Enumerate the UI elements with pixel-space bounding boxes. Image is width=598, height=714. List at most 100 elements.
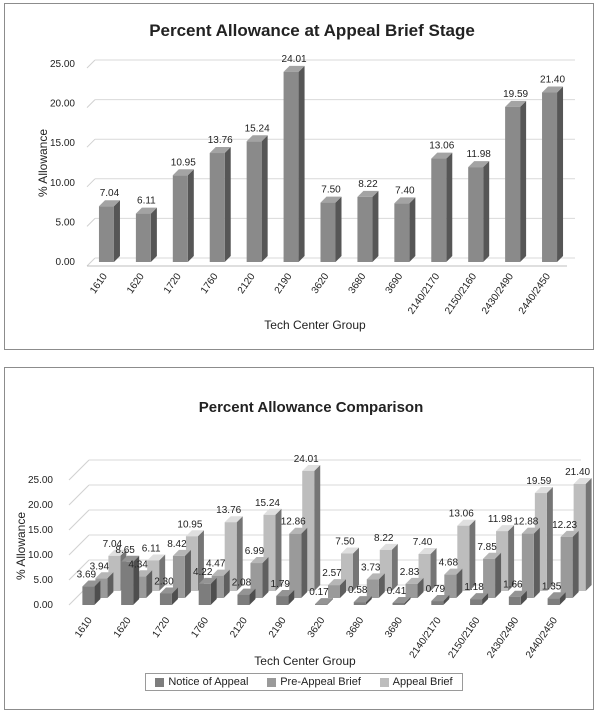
chart-1-bar-top [135,207,157,214]
chart-2-bar-1-side [107,572,114,598]
chart-2-bar-0-side [443,595,450,605]
chart-2-bar-0-front [315,604,327,605]
chart-2-bar-0-front [82,586,95,605]
chart-2-x-tick: 2140/2170 [408,615,444,660]
chart-2-bar-2-top [496,525,515,532]
chart-2-data-label: 8.22 [374,533,394,544]
chart-2-bar-2-top [341,547,359,554]
chart-2-bar-1-front [366,579,379,598]
chart-2-bar-1-top [483,552,502,559]
chart-1-data-label: 19.59 [503,89,528,100]
chart-1-data-label: 24.01 [282,54,307,65]
chart-1-x-tick: 1620 [125,271,147,296]
chart-1-x-label: Tech Center Group [264,318,366,332]
chart-1-y-label: % Allowance [36,129,50,197]
chart-2-y-tick: 15.00 [28,525,53,536]
chart-2-data-label: 3.73 [361,562,381,573]
chart-2-data-label: 19.59 [526,476,551,487]
chart-1-x-tick: 2190 [273,271,295,296]
chart-2-x-tick: 2430/2490 [485,615,521,660]
chart-1-bar-top [209,147,231,154]
chart-2-data-label: 1.18 [464,582,484,593]
chart-2-data-label: 13.06 [449,509,474,520]
chart-2-y-tick: 20.00 [28,500,53,511]
chart-2-bar-2-side [391,543,398,591]
chart-2-data-label: 10.95 [177,519,202,530]
chart-2-bar-0-front [353,602,366,605]
chart-2-svg: Percent Allowance Comparison 0.00 5.00 10.0… [14,399,592,668]
chart-2-bar-0-front [159,593,172,605]
chart-1-bar-front [320,202,336,262]
chart-2-bar-2-side [430,548,437,591]
chart-2-bar-0-side [559,592,566,605]
legend-item-pre-appeal: Pre-Appeal Brief [267,676,361,688]
chart-2-grid-diag [68,559,90,581]
legend-label-notice: Notice of Appeal [168,676,249,688]
chart-2-bar-2-side [546,487,553,591]
chart-1-bar-front [246,141,262,262]
chart-1-bar-top [98,200,120,207]
chart-1-data-label: 8.22 [358,179,378,190]
chart-1-bar-side [224,147,231,262]
chart-2-bar-0-front [470,599,483,605]
chart-2-x-tick: 2190 [267,615,289,640]
chart-2-data-label: 2.30 [154,577,174,588]
chart-1-data-label: 11.98 [467,149,492,160]
chart-1-bar-top [320,196,342,203]
chart-1-title: Percent Allowance at Appeal Brief Stage [149,21,475,40]
chart-2-data-label: 8.65 [115,545,135,556]
chart-2-grid-diag [68,534,90,556]
chart-2-data-label: 13.76 [216,505,241,516]
chart-2-bar-0-front [276,596,289,605]
chart-2-data-label: 7.40 [413,537,433,548]
chart-2-bar-1-front [483,558,496,598]
chart-1-bar-side [261,135,268,262]
chart-2-bar-2-top [185,530,204,537]
chart-1-bar-side [113,200,120,262]
chart-2-bar-0-side [482,593,489,605]
chart-2-data-label: 1.66 [503,580,523,591]
legend-item-notice: Notice of Appeal [155,676,248,688]
chart-2-bar-1-top [289,527,308,534]
legend-label-appeal-brief: Appeal Brief [392,676,453,688]
chart-2-bar-1-top [521,527,540,534]
chart-2-data-label: 3.69 [77,570,97,581]
chart-1-x-tick: 1720 [162,271,184,296]
chart-1-bar-side [446,152,453,262]
chart-1-bar-front [209,153,225,262]
chart-2-bar-0-top [353,596,372,603]
chart-2-data-label: 0.79 [426,584,446,595]
chart-1-bars [98,65,564,263]
chart-2-bar-2-top [108,549,127,556]
chart-2-bar-1-side [262,557,269,598]
chart-2-bar-0-top [470,593,489,600]
chart-1-data-label: 21.40 [540,75,565,86]
chart-1-x-tick: 3690 [384,271,406,296]
chart-1-data-label: 15.24 [245,123,270,134]
chart-2-bar-1-front [289,533,302,598]
chart-1-bar-top [394,197,416,204]
chart-1-bar-front [98,206,114,262]
chart-2-bar-0-top [547,592,566,599]
chart-2-bar-0-side [365,596,372,605]
chart-2-x-tick: 2150/2160 [446,615,482,660]
chart-2-bar-1-side [417,577,424,598]
chart-2-data-label: 0.17 [309,587,329,598]
chart-2-bar-1-top [328,579,346,586]
chart-2-bar-1-top [211,569,230,576]
chart-2-bar-1-front [444,574,457,598]
chart-1-bar-side [520,100,527,262]
chart-1-y-tick: 20.00 [50,99,75,110]
chart-2-x-label: Tech Center Group [254,654,356,668]
chart-1-data-label: 10.95 [171,157,196,168]
chart-2-bar-2-side [159,554,166,591]
chart-2-bar-2-top [457,519,476,526]
chart-2-data-label: 1.35 [542,581,562,592]
chart-2-bar-1-front [521,533,534,598]
chart-2-bar-2-side [236,516,243,591]
chart-1-grid-diag [86,178,96,188]
chart-1-x-tick: 3680 [347,271,369,296]
chart-2-bar-0-side [133,555,140,605]
chart-2-x-tick: 1620 [112,615,134,640]
chart-1-bar-front [468,167,484,262]
